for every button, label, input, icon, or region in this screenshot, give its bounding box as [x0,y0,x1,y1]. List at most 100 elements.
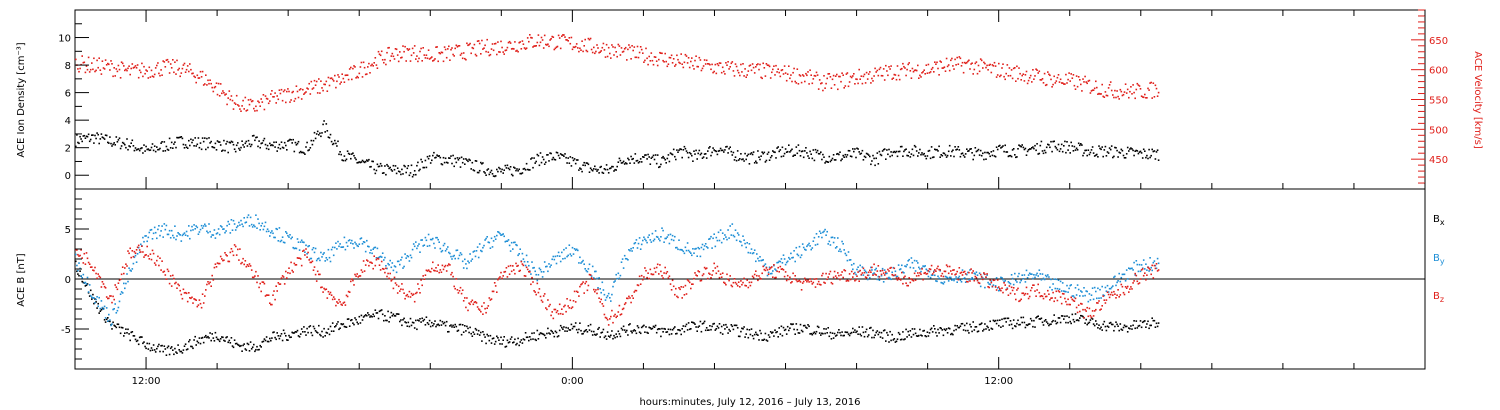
density-point [785,151,788,153]
density-point [779,149,782,151]
bx-point [570,323,573,326]
density-point [314,137,317,140]
bz-point [448,263,450,265]
density-point [740,153,742,155]
density-point [1133,154,1135,157]
density-point [775,157,777,159]
by-point [294,247,297,249]
velocity-point [327,76,330,79]
bz-point [323,287,325,290]
density-point [194,137,196,139]
bx-point [271,337,273,339]
bx-point [351,319,353,321]
density-point [596,170,598,172]
by-point [748,243,751,245]
bz-point [826,278,828,281]
by-point [350,242,352,244]
bz-point [887,268,889,271]
velocity-point [784,72,787,74]
bx-point [1027,323,1030,325]
velocity-point [167,61,170,63]
velocity-point [1108,84,1111,86]
velocity-point [239,108,241,110]
density-point [926,155,929,157]
density-point [111,145,113,147]
bz-point [717,270,720,272]
bx-point [166,346,169,349]
velocity-point [1038,70,1041,73]
bz-point [990,281,993,284]
bx-point [1136,327,1139,329]
bx-point [647,332,649,334]
velocity-point [616,55,618,58]
by-point [421,239,423,241]
by-point [375,257,378,259]
bx-point [1018,324,1020,326]
density-point [903,150,905,153]
bx-point [108,320,110,322]
bz-point [562,313,564,315]
bx-point [612,337,614,340]
by-point [77,269,79,272]
bx-point [506,339,509,342]
bx-point [826,332,828,334]
by-point [751,252,754,255]
bx-point [258,348,260,351]
velocity-point [566,39,568,41]
bz-point [968,271,970,274]
by-point [1106,284,1109,287]
density-point [791,148,793,151]
density-point [401,168,403,171]
velocity-point [663,61,665,63]
bz-point [705,267,708,269]
velocity-point [874,67,876,70]
velocity-point [927,63,930,66]
bx-point [595,334,597,336]
velocity-point [551,35,553,38]
velocity-point [89,68,92,71]
velocity-point [822,89,824,92]
bx-point [559,324,562,327]
velocity-point [542,47,545,49]
bx-point [1011,327,1014,330]
bz-point [808,281,810,283]
by-point [729,225,731,227]
velocity-point [1005,72,1007,75]
density-point [506,164,509,167]
bz-point [306,256,308,258]
bx-point [661,327,663,330]
density-point [934,148,936,151]
density-point [692,160,694,162]
bx-point [468,331,470,334]
velocity-point [79,67,81,70]
by-point [297,241,300,243]
velocity-point [1139,88,1142,90]
bz-point [194,298,196,301]
by-point [636,247,639,249]
velocity-point [959,57,962,60]
velocity-point [970,63,972,65]
by-point [460,253,463,256]
by-point [794,260,796,263]
bz-point [423,278,426,280]
density-point [708,147,710,149]
density-point [639,158,642,160]
by-point [962,277,965,280]
bz-point [135,249,138,251]
bx-point [409,317,412,320]
by-point [1003,280,1005,283]
bx-point [1119,323,1122,325]
bx-point [188,340,190,343]
velocity-point [512,47,514,50]
bz-point [514,272,516,275]
density-point [505,167,508,169]
by-point [306,253,308,255]
density-point [198,146,201,149]
by-point [89,294,92,297]
velocity-point [1107,87,1110,89]
bx-point [555,331,558,334]
density-point [799,155,802,157]
bx-point [1076,319,1079,321]
bx-point [737,335,740,338]
velocity-point [700,69,703,72]
